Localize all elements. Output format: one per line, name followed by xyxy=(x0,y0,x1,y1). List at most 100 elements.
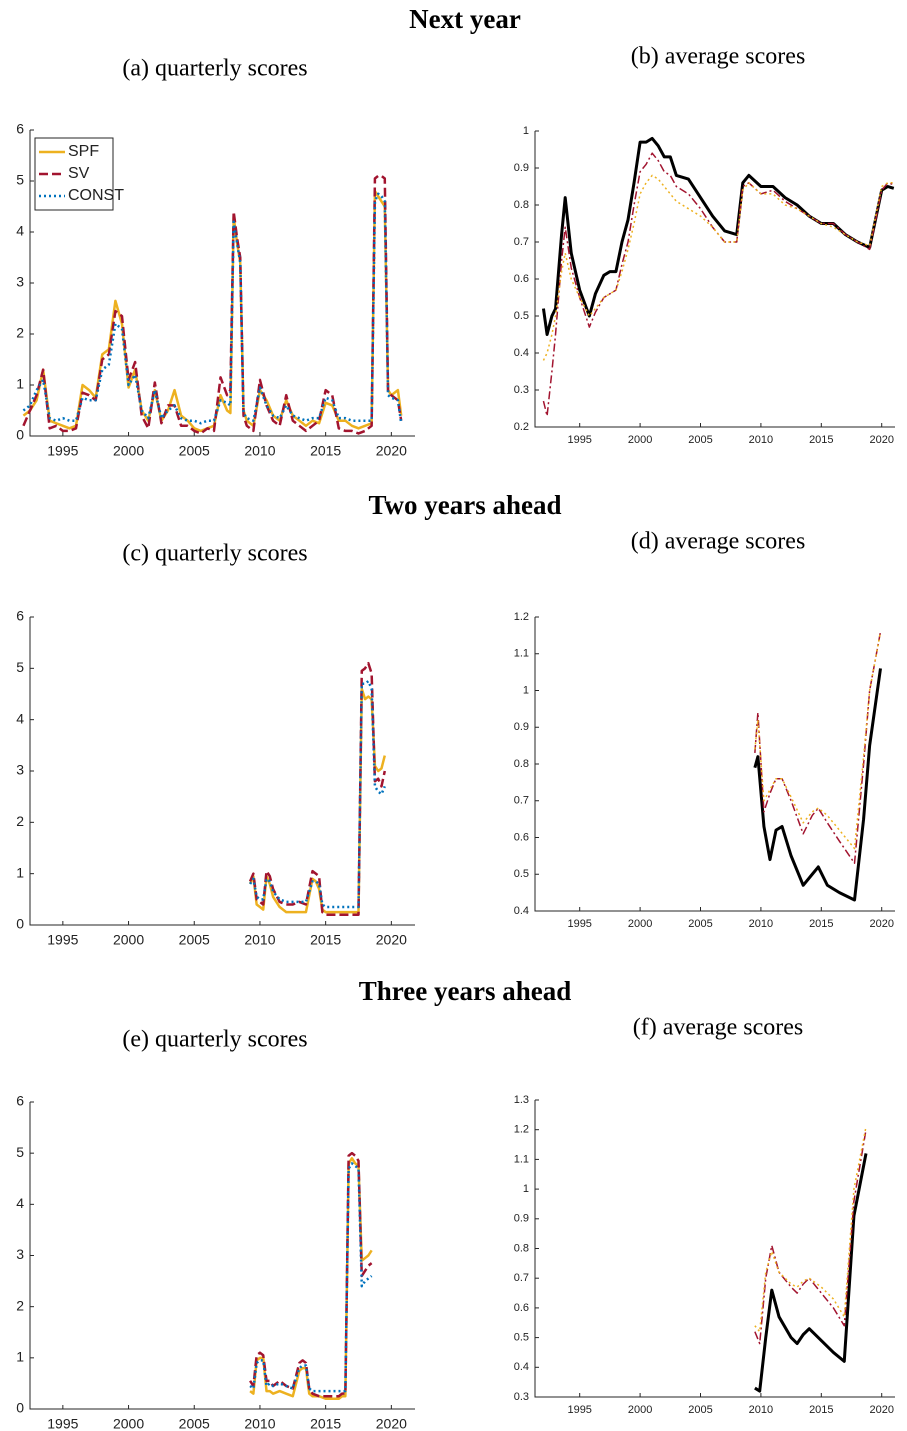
y-tick-label: 0.7 xyxy=(514,1272,529,1284)
y-tick-label: 5 xyxy=(16,1144,24,1160)
data-line xyxy=(249,679,386,909)
y-tick-label: 0.4 xyxy=(514,905,529,917)
x-tick-label: 2005 xyxy=(179,443,210,459)
chart-title: (b) average scores xyxy=(631,44,806,70)
x-tick-label: 2015 xyxy=(809,1404,833,1416)
data-line xyxy=(754,1153,868,1393)
x-tick-label: 2020 xyxy=(376,932,407,948)
x-tick-label: 2010 xyxy=(749,434,773,446)
x-tick-label: 2020 xyxy=(376,443,407,459)
y-tick-label: 1.2 xyxy=(514,611,529,623)
chart-title: (d) average scores xyxy=(631,529,806,555)
y-tick-label: 0.6 xyxy=(514,273,529,285)
x-tick-label: 1995 xyxy=(47,443,78,459)
y-tick-label: 4 xyxy=(16,223,24,239)
x-tick-label: 2000 xyxy=(113,932,144,948)
x-tick-label: 1995 xyxy=(47,932,78,948)
axis-line xyxy=(534,131,895,428)
data-line xyxy=(22,192,403,425)
section-heading: Three years ahead xyxy=(359,976,571,1006)
y-tick-label: 0.9 xyxy=(514,1213,529,1225)
y-tick-label: 5 xyxy=(16,659,24,675)
y-tick-label: 3 xyxy=(16,274,24,290)
y-tick-label: 0.2 xyxy=(514,421,529,433)
y-tick-label: 1 xyxy=(523,684,529,696)
data-line xyxy=(248,661,387,916)
y-tick-label: 5 xyxy=(16,172,24,188)
y-tick-label: 0.8 xyxy=(514,1242,529,1254)
x-tick-label: 2010 xyxy=(244,1416,275,1431)
x-tick-label: 2020 xyxy=(376,1416,407,1431)
y-tick-label: 0 xyxy=(16,427,24,443)
y-tick-label: 0.5 xyxy=(514,310,529,322)
y-tick-label: 4 xyxy=(16,710,24,726)
axis-line xyxy=(29,1102,415,1410)
y-tick-label: 1 xyxy=(16,1349,24,1365)
x-tick-label: 2015 xyxy=(310,932,341,948)
y-tick-label: 3 xyxy=(16,1246,24,1262)
chart-title: (e) quarterly scores xyxy=(122,1027,307,1053)
y-tick-label: 1.1 xyxy=(514,648,529,660)
axis-line xyxy=(534,1100,895,1398)
y-tick-label: 1.3 xyxy=(514,1094,529,1106)
data-line xyxy=(542,152,895,417)
y-tick-label: 4 xyxy=(16,1195,24,1211)
data-line xyxy=(249,1157,373,1401)
y-tick-label: 0.7 xyxy=(514,236,529,248)
y-tick-label: 0.3 xyxy=(514,1391,529,1403)
x-tick-label: 2010 xyxy=(749,1404,773,1416)
chart-title: (f) average scores xyxy=(633,1015,804,1041)
axis-line xyxy=(29,617,415,926)
x-tick-label: 2005 xyxy=(688,434,712,446)
x-tick-label: 2020 xyxy=(869,434,893,446)
y-tick-label: 1 xyxy=(523,125,529,137)
data-line xyxy=(22,174,403,435)
data-line xyxy=(754,1126,867,1333)
legend-label: SV xyxy=(68,165,90,182)
x-tick-label: 2000 xyxy=(628,918,652,930)
x-tick-label: 2015 xyxy=(310,443,341,459)
y-tick-label: 0 xyxy=(16,1400,24,1416)
chart-title: (a) quarterly scores xyxy=(122,56,307,82)
x-tick-label: 1995 xyxy=(567,434,591,446)
y-tick-label: 2 xyxy=(16,1297,24,1313)
x-tick-label: 2005 xyxy=(688,1404,712,1416)
y-tick-label: 1 xyxy=(523,1183,529,1195)
data-line xyxy=(249,1162,373,1393)
section-heading: Two years ahead xyxy=(369,490,562,520)
x-tick-label: 2015 xyxy=(809,434,833,446)
y-tick-label: 0.9 xyxy=(514,162,529,174)
x-tick-label: 2000 xyxy=(113,1416,144,1431)
data-line xyxy=(541,136,895,336)
y-tick-label: 6 xyxy=(16,608,24,624)
y-tick-label: 6 xyxy=(16,1093,24,1109)
y-tick-label: 1 xyxy=(16,376,24,392)
x-tick-label: 2010 xyxy=(244,443,275,459)
legend-label: CONST xyxy=(68,187,124,204)
x-tick-label: 2000 xyxy=(628,1404,652,1416)
x-tick-label: 2020 xyxy=(869,918,893,930)
y-tick-label: 0.6 xyxy=(514,1302,529,1314)
x-tick-label: 2020 xyxy=(869,1404,893,1416)
x-tick-label: 2015 xyxy=(310,1416,341,1431)
x-tick-label: 1995 xyxy=(567,1404,591,1416)
data-line xyxy=(22,189,403,433)
x-tick-label: 1995 xyxy=(567,918,591,930)
y-tick-label: 0.4 xyxy=(514,347,529,359)
y-tick-label: 1.1 xyxy=(514,1153,529,1165)
y-tick-label: 0.6 xyxy=(514,831,529,843)
x-tick-label: 2005 xyxy=(179,1416,210,1431)
y-tick-label: 0.3 xyxy=(514,384,529,396)
y-tick-label: 0.8 xyxy=(514,199,529,211)
x-tick-label: 2000 xyxy=(113,443,144,459)
x-tick-label: 2005 xyxy=(179,932,210,948)
x-tick-label: 2015 xyxy=(809,918,833,930)
chart-title: (c) quarterly scores xyxy=(122,541,307,567)
data-line xyxy=(754,631,882,864)
section-heading: Next year xyxy=(409,4,521,34)
x-tick-label: 2010 xyxy=(749,918,773,930)
x-tick-label: 2010 xyxy=(244,932,275,948)
y-tick-label: 0.5 xyxy=(514,868,529,880)
data-line xyxy=(754,1129,867,1345)
